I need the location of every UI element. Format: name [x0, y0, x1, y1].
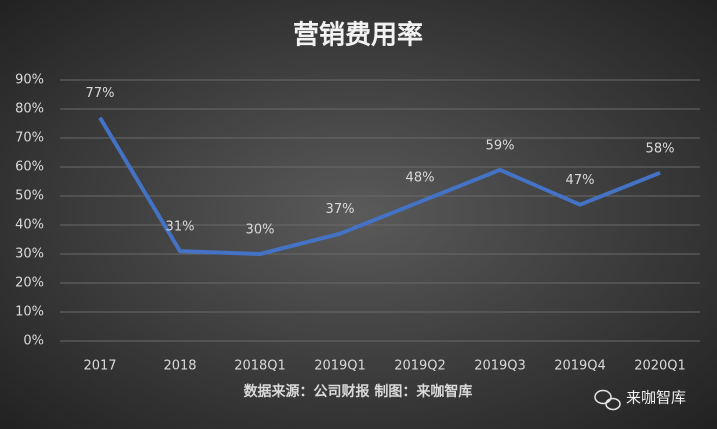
- x-tick-label: 2018Q1: [234, 359, 286, 374]
- y-tick-label: 50%: [15, 189, 44, 204]
- chart-title: 营销费用率: [293, 20, 423, 51]
- y-tick-label: 60%: [15, 160, 44, 175]
- data-line: [98, 116, 661, 256]
- y-tick-label: 40%: [15, 218, 44, 233]
- y-tick-label: 0%: [23, 334, 44, 349]
- data-label: 31%: [166, 220, 195, 235]
- watermark-icon: [594, 389, 621, 411]
- x-tick-label: 2019Q2: [394, 359, 446, 374]
- data-label: 30%: [246, 223, 275, 238]
- y-tick-label: 20%: [15, 276, 44, 291]
- y-tick-label: 70%: [15, 131, 44, 146]
- y-tick-label: 30%: [15, 247, 44, 262]
- x-tick-label: 2019Q3: [474, 359, 526, 374]
- x-tick-label: 2020Q1: [634, 359, 686, 374]
- data-label: 77%: [86, 86, 115, 101]
- x-tick-label: 2018: [163, 359, 196, 374]
- source-note: 数据来源：公司财报 制图：来咖智库: [244, 383, 473, 400]
- data-label: 48%: [406, 170, 435, 185]
- data-label: 47%: [566, 173, 595, 188]
- data-label: 59%: [486, 138, 515, 153]
- x-tick-label: 2019Q1: [314, 359, 366, 374]
- x-tick-label: 2017: [83, 359, 116, 374]
- data-label: 37%: [326, 202, 355, 217]
- x-tick-label: 2019Q4: [554, 359, 606, 374]
- data-label: 58%: [646, 141, 675, 156]
- y-tick-label: 10%: [15, 305, 44, 320]
- watermark: 来咖智库: [626, 389, 686, 407]
- y-tick-label: 80%: [15, 102, 44, 117]
- y-tick-label: 90%: [15, 73, 44, 88]
